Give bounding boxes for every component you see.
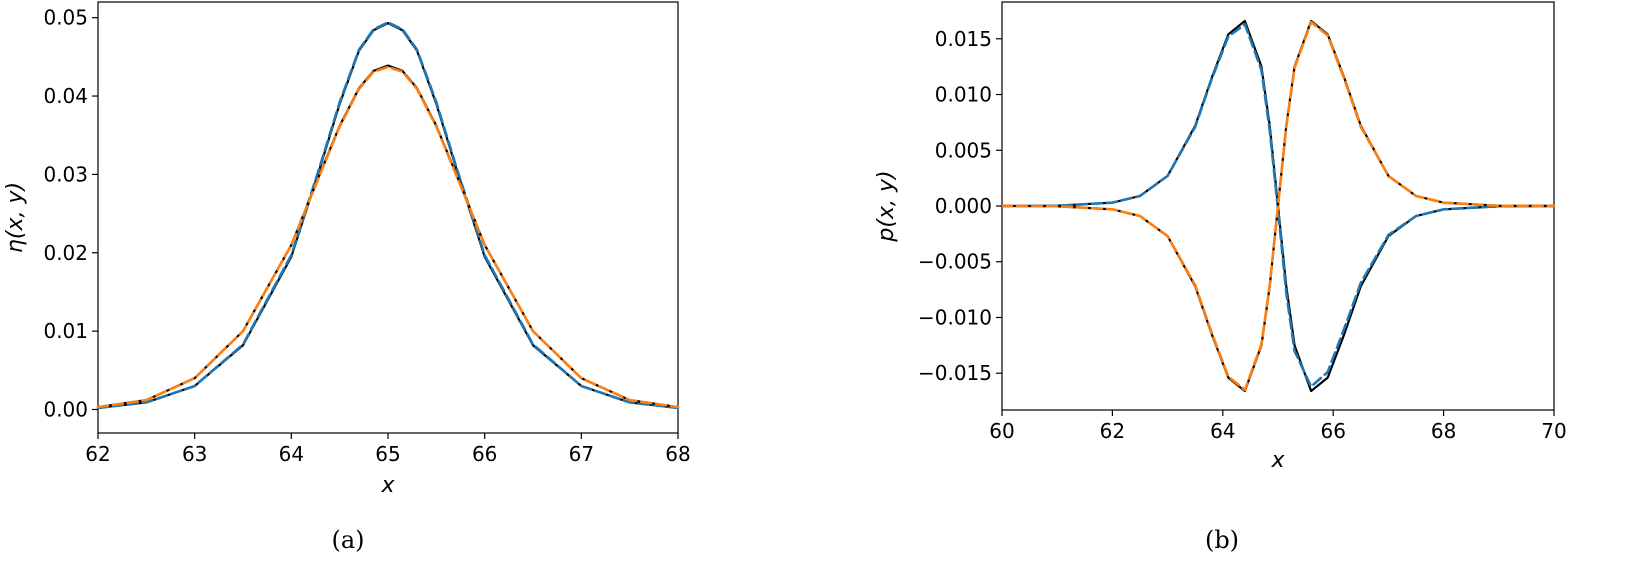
y-tick-label: 0.005 [935, 138, 992, 162]
y-tick-label: 0.03 [43, 162, 88, 186]
y-tick-label: −0.015 [918, 361, 992, 385]
x-tick-label: 68 [1431, 419, 1456, 443]
series-line-3 [1000, 20, 1556, 392]
y-tick-label: 0.00 [43, 397, 88, 421]
series-line-1 [96, 21, 680, 410]
panel-a: 62 63 64 65 66 67 68 0.000.010.020.030.040.05 … [3, 1, 691, 554]
x-tick-label: 68 [665, 442, 690, 466]
y-tick-label: 0.015 [935, 27, 992, 51]
y-ticks: −0.015 −0.010 −0.005 0.000 0.005 0.010 0.015 [918, 27, 1002, 385]
x-tick-label: 62 [1100, 419, 1125, 443]
series-line-0 [96, 22, 680, 410]
y-tick-label: 0.01 [43, 319, 88, 343]
x-tick-label: 65 [375, 442, 400, 466]
x-tick-label: 66 [1320, 419, 1345, 443]
x-tick-label: 63 [182, 442, 207, 466]
panel-caption: (a) [331, 526, 364, 554]
x-tick-label: 66 [472, 442, 497, 466]
y-tick-label: 0.000 [935, 194, 992, 218]
y-tick-label: 0.010 [935, 83, 992, 107]
x-axis-label: x [1270, 448, 1285, 473]
x-tick-label: 67 [569, 442, 594, 466]
x-tick-label: 60 [989, 419, 1014, 443]
x-ticks: 62 63 64 65 66 67 68 [85, 433, 691, 466]
series-line-3 [96, 65, 680, 409]
y-tick-label: 0.04 [43, 84, 88, 108]
series-line-2 [96, 64, 680, 409]
x-tick-label: 64 [279, 442, 304, 466]
y-tick-label: −0.005 [918, 250, 992, 274]
y-tick-label: −0.010 [918, 305, 992, 329]
x-axis-label: x [380, 473, 395, 498]
y-tick-label: 0.02 [43, 241, 88, 265]
series-layer [96, 21, 680, 410]
x-ticks: 60 62 64 66 68 70 [989, 410, 1567, 443]
x-tick-label: 70 [1541, 419, 1566, 443]
x-tick-label: 62 [85, 442, 110, 466]
y-tick-label: 0.05 [43, 6, 88, 30]
y-ticks: 0.00 0.01 0.02 0.03 0.04 0.05 [43, 6, 98, 421]
x-tick-label: 64 [1210, 419, 1235, 443]
y-axis-label: η(x, y) [3, 182, 28, 253]
series-layer [1000, 19, 1556, 393]
y-axis-label: p(x, y) [874, 170, 899, 242]
panel-caption: (b) [1205, 526, 1239, 554]
panel-b: 60 62 64 66 68 70 −0.015 −0.010 −0.005 0.000 0.00… [874, 1, 1567, 554]
